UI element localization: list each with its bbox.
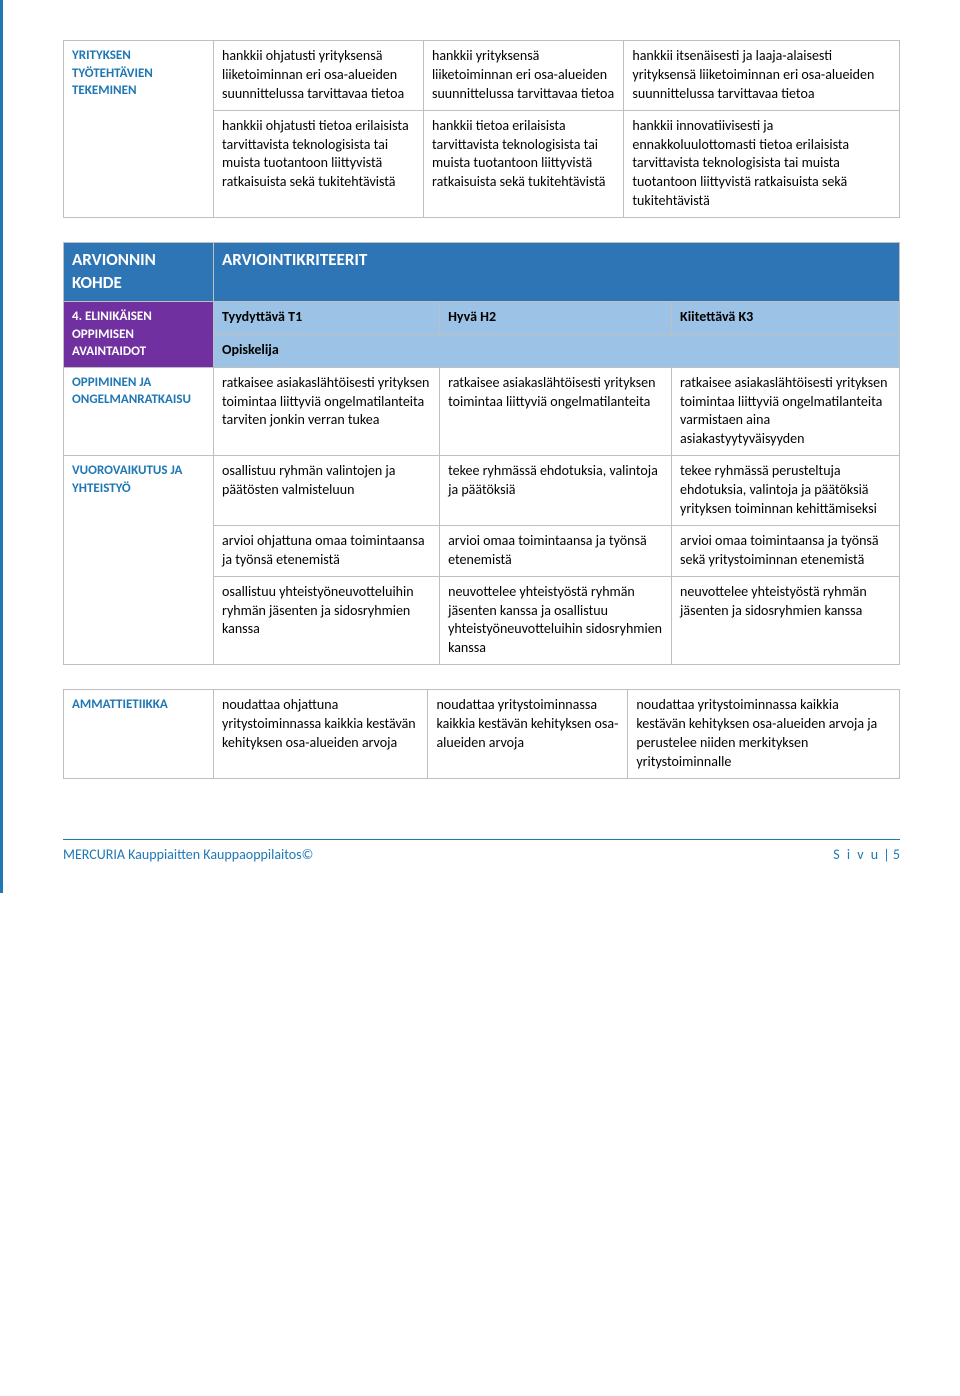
cell: osallistuu yhteistyöneuvotteluihin ryhmä… <box>214 576 440 665</box>
row-header-vuorovaikutus: VUOROVAIKUTUS JA YHTEISTYÖ <box>64 456 214 665</box>
cell: neuvottelee yhteistyöstä ryhmän jäsenten… <box>672 576 900 665</box>
row-header-ammattietiikka: AMMATTIETIIKKA <box>64 690 214 779</box>
opiskelija-label: Opiskelija <box>214 334 900 367</box>
table-row: YRITYKSEN TYÖTEHTÄVIEN TEKEMINEN hankkii… <box>64 41 900 111</box>
footer-org: MERCURIA Kauppiaitten Kauppaoppilaitos© <box>63 846 313 863</box>
row-header-yrityksen: YRITYKSEN TYÖTEHTÄVIEN TEKEMINEN <box>64 41 214 218</box>
cell: hankkii ohjatusti yrityksensä liiketoimi… <box>214 41 424 111</box>
page-footer: MERCURIA Kauppiaitten Kauppaoppilaitos© … <box>63 839 900 863</box>
levels-row: 4. ELINIKÄISEN OPPIMISEN AVAINTAIDOT Tyy… <box>64 302 900 335</box>
criteria-table-2: ARVIONNIN KOHDE ARVIOINTIKRITEERIT 4. EL… <box>63 242 900 665</box>
level-k3: Kiitettävä K3 <box>672 302 900 335</box>
cell: arvioi omaa toimintaansa ja työnsä sekä … <box>672 525 900 576</box>
footer-page-num: | 5 <box>883 846 900 863</box>
section-header-left: ARVIONNIN KOHDE <box>64 243 214 302</box>
level-t1: Tyydyttävä T1 <box>214 302 440 335</box>
cell: ratkaisee asiakaslähtöisesti yrityksen t… <box>214 367 440 456</box>
cell: tekee ryhmässä ehdotuksia, valintoja ja … <box>440 456 672 526</box>
row-header-oppiminen: OPPIMINEN JA ONGELMANRATKAISU <box>64 367 214 456</box>
row-header-avaintaidot: 4. ELINIKÄISEN OPPIMISEN AVAINTAIDOT <box>64 302 214 368</box>
cell: osallistuu ryhmän valintojen ja päätöste… <box>214 456 440 526</box>
footer-page-label: S i v u <box>833 846 880 863</box>
section-header-right: ARVIOINTIKRITEERIT <box>214 243 900 302</box>
cell: noudattaa yritystoiminnassa kaikkia kest… <box>628 690 900 779</box>
cell: noudattaa yritystoiminnassa kaikkia kest… <box>428 690 628 779</box>
cell: ratkaisee asiakaslähtöisesti yrityksen t… <box>440 367 672 456</box>
cell: noudattaa ohjattuna yritystoiminnassa ka… <box>214 690 428 779</box>
footer-page: S i v u | 5 <box>833 846 900 863</box>
cell: hankkii tietoa erilaisista tarvittavista… <box>423 110 623 217</box>
cell: arvioi omaa toimintaansa ja työnsä etene… <box>440 525 672 576</box>
table-row: VUOROVAIKUTUS JA YHTEISTYÖ osallistuu ry… <box>64 456 900 526</box>
criteria-table-1: YRITYKSEN TYÖTEHTÄVIEN TEKEMINEN hankkii… <box>63 40 900 218</box>
cell: tekee ryhmässä perusteltuja ehdotuksia, … <box>672 456 900 526</box>
cell: hankkii itsenäisesti ja laaja-alaisesti … <box>624 41 900 111</box>
cell: ratkaisee asiakaslähtöisesti yrityksen t… <box>672 367 900 456</box>
table-row: OPPIMINEN JA ONGELMANRATKAISU ratkaisee … <box>64 367 900 456</box>
criteria-table-3: AMMATTIETIIKKA noudattaa ohjattuna yrity… <box>63 689 900 779</box>
section-header-row: ARVIONNIN KOHDE ARVIOINTIKRITEERIT <box>64 243 900 302</box>
level-h2: Hyvä H2 <box>440 302 672 335</box>
cell: arvioi ohjattuna omaa toimintaansa ja ty… <box>214 525 440 576</box>
cell: hankkii ohjatusti tietoa erilaisista tar… <box>214 110 424 217</box>
cell: hankkii yrityksensä liiketoiminnan eri o… <box>423 41 623 111</box>
cell: hankkii innovatiivisesti ja ennakkoluulo… <box>624 110 900 217</box>
table-row: AMMATTIETIIKKA noudattaa ohjattuna yrity… <box>64 690 900 779</box>
cell: neuvottelee yhteistyöstä ryhmän jäsenten… <box>440 576 672 665</box>
